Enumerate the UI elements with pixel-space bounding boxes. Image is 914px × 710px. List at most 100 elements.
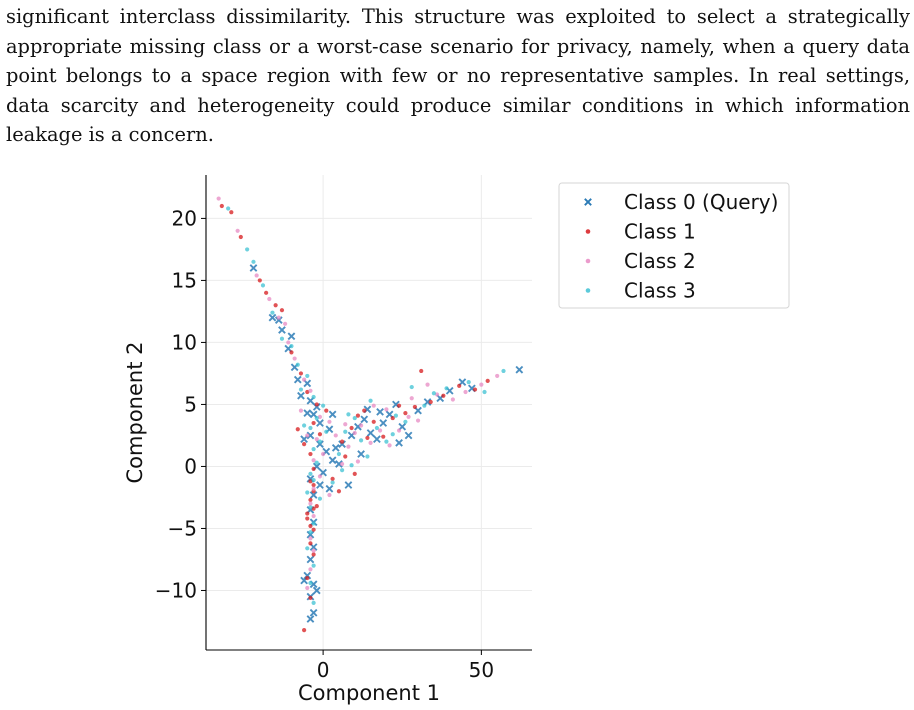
point-class-1 bbox=[324, 408, 329, 413]
point-class-1 bbox=[305, 575, 310, 581]
point-class-2 bbox=[314, 437, 319, 442]
point-class-3 bbox=[260, 283, 266, 288]
point-class-3 bbox=[368, 398, 373, 403]
point-class-3 bbox=[308, 471, 313, 476]
point-class-2 bbox=[355, 459, 361, 464]
point-class-0 bbox=[312, 586, 321, 595]
point-class-1 bbox=[371, 419, 376, 424]
point-class-1 bbox=[311, 527, 316, 532]
point-class-0 bbox=[331, 443, 340, 452]
legend-entry-label: Class 2 bbox=[624, 249, 696, 273]
point-class-0 bbox=[306, 555, 315, 564]
x-marker bbox=[312, 403, 321, 411]
data-points bbox=[216, 196, 524, 633]
point-class-0 bbox=[373, 435, 381, 444]
x-marker bbox=[376, 408, 384, 416]
point-class-0 bbox=[328, 456, 337, 465]
paragraph-line: data scarcity and heterogeneity could pr… bbox=[6, 93, 910, 117]
point-class-2 bbox=[317, 414, 323, 419]
point-class-1 bbox=[441, 393, 446, 398]
legend-entry-label: Class 1 bbox=[624, 220, 696, 244]
point-class-2 bbox=[479, 382, 484, 387]
point-class-2 bbox=[434, 392, 440, 397]
x-marker bbox=[335, 460, 343, 468]
point-class-3 bbox=[311, 446, 316, 452]
point-class-1 bbox=[264, 290, 269, 295]
point-class-3 bbox=[311, 563, 316, 568]
point-class-2 bbox=[308, 567, 313, 572]
point-class-1 bbox=[298, 371, 304, 376]
point-class-0 bbox=[278, 326, 286, 334]
point-class-1 bbox=[302, 628, 307, 633]
point-class-3 bbox=[305, 490, 310, 495]
point-class-2 bbox=[308, 501, 313, 506]
point-class-3 bbox=[349, 463, 354, 468]
point-class-3 bbox=[501, 368, 506, 374]
legend-marker-dot bbox=[585, 258, 591, 264]
point-class-2 bbox=[321, 451, 326, 457]
point-class-0 bbox=[287, 332, 296, 341]
point-class-2 bbox=[308, 536, 313, 541]
point-class-3 bbox=[431, 391, 436, 396]
point-class-3 bbox=[311, 521, 316, 526]
point-class-1 bbox=[311, 482, 316, 488]
x-tick-label: 0 bbox=[317, 658, 330, 682]
point-class-2 bbox=[333, 433, 338, 438]
legend: Class 0 (Query) Class 1 Class 2 Class 3 bbox=[558, 182, 790, 309]
legend-marker-dot bbox=[585, 288, 591, 293]
x-marker bbox=[328, 456, 337, 465]
point-class-2 bbox=[283, 321, 288, 326]
point-class-3 bbox=[374, 425, 380, 431]
point-class-3 bbox=[339, 468, 345, 473]
point-class-1 bbox=[362, 408, 367, 413]
point-class-1 bbox=[311, 506, 316, 511]
point-class-3 bbox=[311, 394, 316, 400]
x-marker bbox=[306, 431, 315, 440]
x-marker bbox=[278, 326, 286, 334]
point-class-2 bbox=[339, 461, 345, 467]
y-axis-label: Component 2 bbox=[123, 342, 147, 484]
point-class-1 bbox=[308, 479, 313, 484]
point-class-3 bbox=[308, 580, 313, 586]
legend-box bbox=[558, 182, 790, 309]
paragraph-line: appropriate missing class or a worst-cas… bbox=[6, 34, 910, 58]
point-class-1 bbox=[257, 278, 262, 283]
point-class-1 bbox=[314, 402, 319, 407]
x-marker bbox=[360, 415, 369, 424]
point-class-2 bbox=[302, 377, 307, 382]
point-class-1 bbox=[349, 425, 354, 431]
point-class-1 bbox=[317, 432, 323, 437]
paragraph-line: point belongs to a space region with few… bbox=[6, 64, 910, 87]
point-class-2 bbox=[305, 433, 310, 438]
point-class-0 bbox=[360, 415, 369, 424]
point-class-0 bbox=[395, 439, 403, 447]
x-marker bbox=[316, 419, 324, 427]
point-class-3 bbox=[343, 429, 348, 434]
point-class-1 bbox=[308, 541, 313, 546]
point-class-1 bbox=[419, 368, 424, 374]
x-marker bbox=[373, 435, 381, 444]
x-marker bbox=[249, 264, 258, 272]
point-class-2 bbox=[409, 396, 414, 401]
point-class-2 bbox=[298, 408, 304, 413]
x-marker bbox=[404, 431, 413, 440]
point-class-3 bbox=[251, 259, 256, 264]
x-marker bbox=[297, 391, 305, 400]
point-class-1 bbox=[472, 387, 478, 392]
point-class-1 bbox=[311, 466, 316, 472]
ticks: 0 50 −10 −5 0 5 10 15 20 bbox=[155, 206, 494, 682]
point-class-1 bbox=[428, 399, 433, 405]
x-marker bbox=[306, 555, 315, 564]
point-class-1 bbox=[352, 471, 357, 476]
point-class-3 bbox=[302, 423, 307, 428]
point-class-2 bbox=[387, 443, 392, 448]
point-class-0 bbox=[306, 530, 315, 539]
point-class-1 bbox=[305, 511, 310, 516]
point-class-3 bbox=[390, 432, 395, 437]
point-class-0 bbox=[303, 409, 312, 417]
point-class-2 bbox=[358, 423, 364, 428]
point-class-0 bbox=[404, 431, 413, 440]
x-marker bbox=[395, 439, 403, 447]
paragraph-line: significant interclass dissimilarity. Th… bbox=[6, 5, 910, 28]
point-class-2 bbox=[267, 296, 272, 302]
